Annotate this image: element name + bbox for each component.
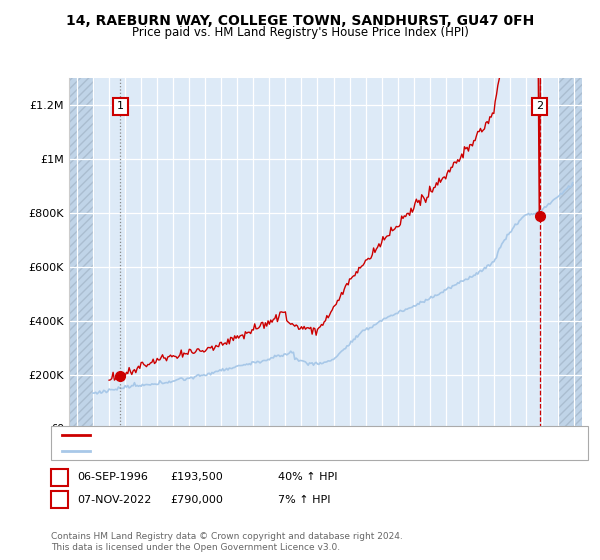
Text: 06-SEP-1996: 06-SEP-1996 — [77, 472, 148, 482]
Bar — [69, 78, 93, 428]
Text: 40% ↑ HPI: 40% ↑ HPI — [278, 472, 337, 482]
Text: £790,000: £790,000 — [170, 494, 223, 505]
Bar — [558, 78, 582, 428]
Text: 1: 1 — [117, 101, 124, 111]
Text: Price paid vs. HM Land Registry's House Price Index (HPI): Price paid vs. HM Land Registry's House … — [131, 26, 469, 39]
Text: HPI: Average price, detached house, Bracknell Forest: HPI: Average price, detached house, Brac… — [94, 446, 359, 456]
Text: 14, RAEBURN WAY, COLLEGE TOWN, SANDHURST, GU47 0FH: 14, RAEBURN WAY, COLLEGE TOWN, SANDHURST… — [66, 14, 534, 28]
Bar — [69, 78, 93, 428]
Text: £193,500: £193,500 — [170, 472, 223, 482]
Bar — [558, 78, 582, 428]
Text: 1: 1 — [56, 472, 63, 482]
Text: 2: 2 — [56, 494, 63, 505]
Text: Contains HM Land Registry data © Crown copyright and database right 2024.
This d: Contains HM Land Registry data © Crown c… — [51, 532, 403, 552]
Text: 07-NOV-2022: 07-NOV-2022 — [77, 494, 151, 505]
Text: 2: 2 — [536, 101, 543, 111]
Text: 14, RAEBURN WAY, COLLEGE TOWN, SANDHURST, GU47 0FH (detached house): 14, RAEBURN WAY, COLLEGE TOWN, SANDHURST… — [94, 430, 488, 440]
Text: 7% ↑ HPI: 7% ↑ HPI — [278, 494, 330, 505]
